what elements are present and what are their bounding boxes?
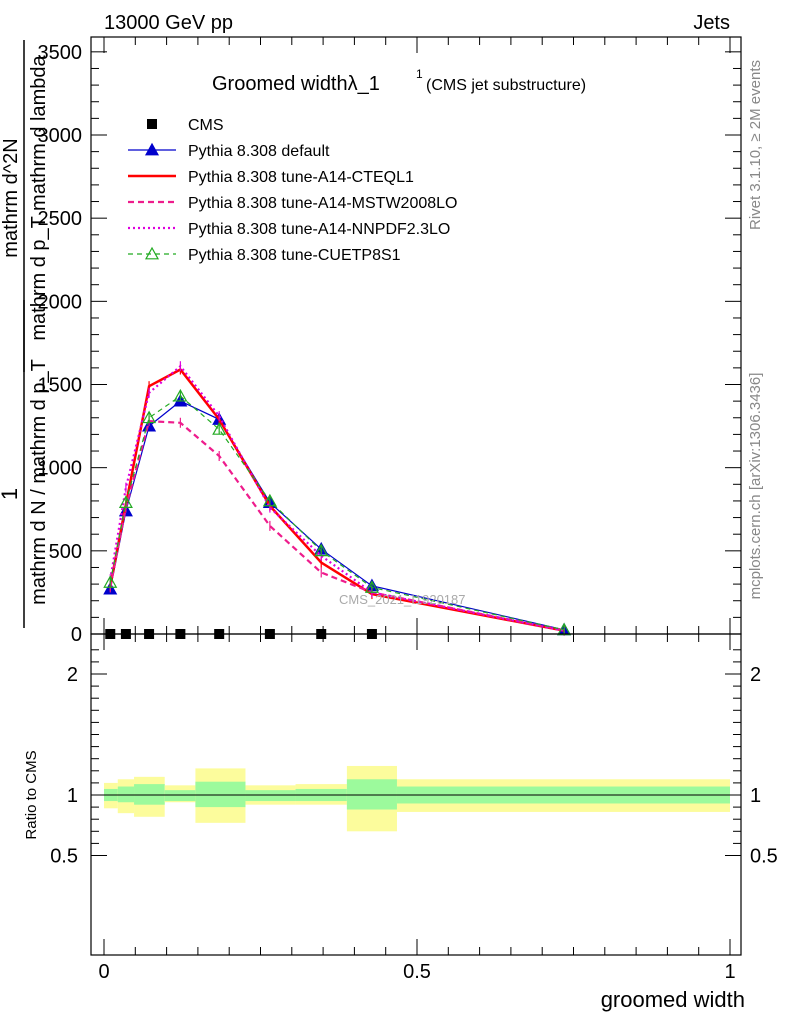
y-tick-label: 2500: [38, 208, 83, 230]
main-panel: 0 500 1000 1500 2000 2500 3000 3500: [38, 36, 742, 646]
series-point: [212, 422, 227, 435]
series-line-2: [109, 367, 565, 632]
watermark: CMS_2021_I1920187: [339, 592, 466, 607]
series-point: [364, 580, 379, 593]
ratio-y-tick-label: 1: [67, 785, 78, 807]
x-tick-label: 0.5: [403, 961, 431, 983]
ratio-inner-band: [164, 790, 196, 802]
series-point: [118, 495, 133, 508]
y-tick-label: 500: [49, 541, 82, 563]
ratio-y-tick-label-right: 1: [750, 785, 761, 807]
legend-label: Pythia 8.308 tune-A14-CTEQL1: [188, 169, 414, 186]
header-left: 13000 GeV pp: [104, 12, 233, 34]
plot-title-text: Groomed widthλ_1: [212, 73, 380, 95]
x-axis-label: groomed width: [601, 987, 745, 1012]
ratio-inner-band: [195, 781, 246, 808]
series-point: [557, 622, 572, 636]
series-point: [142, 410, 157, 424]
ratio-y-tick-label-right: 0.5: [750, 846, 778, 868]
legend: CMS Pythia 8.308 default Pythia 8.308 tune…: [128, 117, 457, 264]
plot-title: Groomed widthλ_1 1 (CMS jet substructure…: [212, 67, 586, 95]
legend-label: Pythia 8.308 tune-CUETP8S1: [188, 247, 401, 264]
series-line-5: [109, 395, 565, 631]
ratio-y-tick-label-right: 2: [750, 664, 761, 686]
legend-marker: [144, 142, 160, 156]
ylabel-one: 1: [0, 488, 22, 500]
ylabel-dp-dl: mathrm d p_T mathrm d lambda: [28, 54, 50, 340]
y-tick-label: 1500: [38, 375, 83, 397]
plot-title-sup: 1: [416, 67, 423, 81]
series-point: [173, 388, 188, 402]
ylabel-denominator: mathrm d N / mathrm d p_T: [28, 359, 50, 605]
header-right: Jets: [693, 12, 730, 34]
legend-label: Pythia 8.308 tune-A14-NNPDF2.3LO: [188, 221, 450, 238]
y-tick-label: 1000: [38, 458, 83, 480]
ratio-inner-band: [134, 784, 165, 805]
ratio-y-tick-label: 0.5: [50, 846, 78, 868]
x-tick-label: 0: [98, 961, 109, 983]
series-point: [262, 493, 277, 507]
ratio-panel: 0 0.5 1 0.5 0.5 1 1 2 2: [50, 633, 778, 983]
ratio-y-tick-label: 2: [67, 664, 78, 686]
rivet-label: Rivet 3.1.10, ≥ 2M events: [747, 60, 764, 230]
ratio-inner-band: [117, 786, 135, 803]
legend-marker-cms: [147, 119, 157, 129]
x-tick-label: 1: [724, 961, 735, 983]
legend-label: Pythia 8.308 tune-A14-MSTW2008LO: [188, 195, 457, 212]
legend-marker: [144, 246, 160, 260]
ratio-inner-band: [245, 790, 296, 802]
ratio-y-axis-label: Ratio to CMS: [23, 750, 40, 839]
y-tick-label: 2000: [38, 291, 83, 313]
legend-label: CMS: [188, 117, 224, 134]
series-point: [103, 575, 118, 588]
y-tick-label: 3000: [38, 125, 83, 147]
series-line-3: [109, 419, 565, 632]
legend-label: Pythia 8.308 default: [188, 143, 330, 160]
plot-title-suffix: (CMS jet substructure): [426, 77, 586, 94]
series-line-1: [109, 400, 565, 631]
series-line-4: [109, 364, 565, 632]
y-tick-label: 0: [71, 624, 82, 646]
y-tick-label: 3500: [38, 42, 83, 64]
mcplots-label: mcplots.cern.ch [arXiv:1306.3436]: [747, 373, 764, 600]
ylabel-dn: mathrm d^2N: [0, 138, 22, 257]
main-y-axis-label: 1 mathrm d N / mathrm d p_T mathrm d^2N …: [0, 40, 50, 628]
series-point: [314, 543, 329, 557]
ratio-inner-band: [346, 779, 397, 810]
